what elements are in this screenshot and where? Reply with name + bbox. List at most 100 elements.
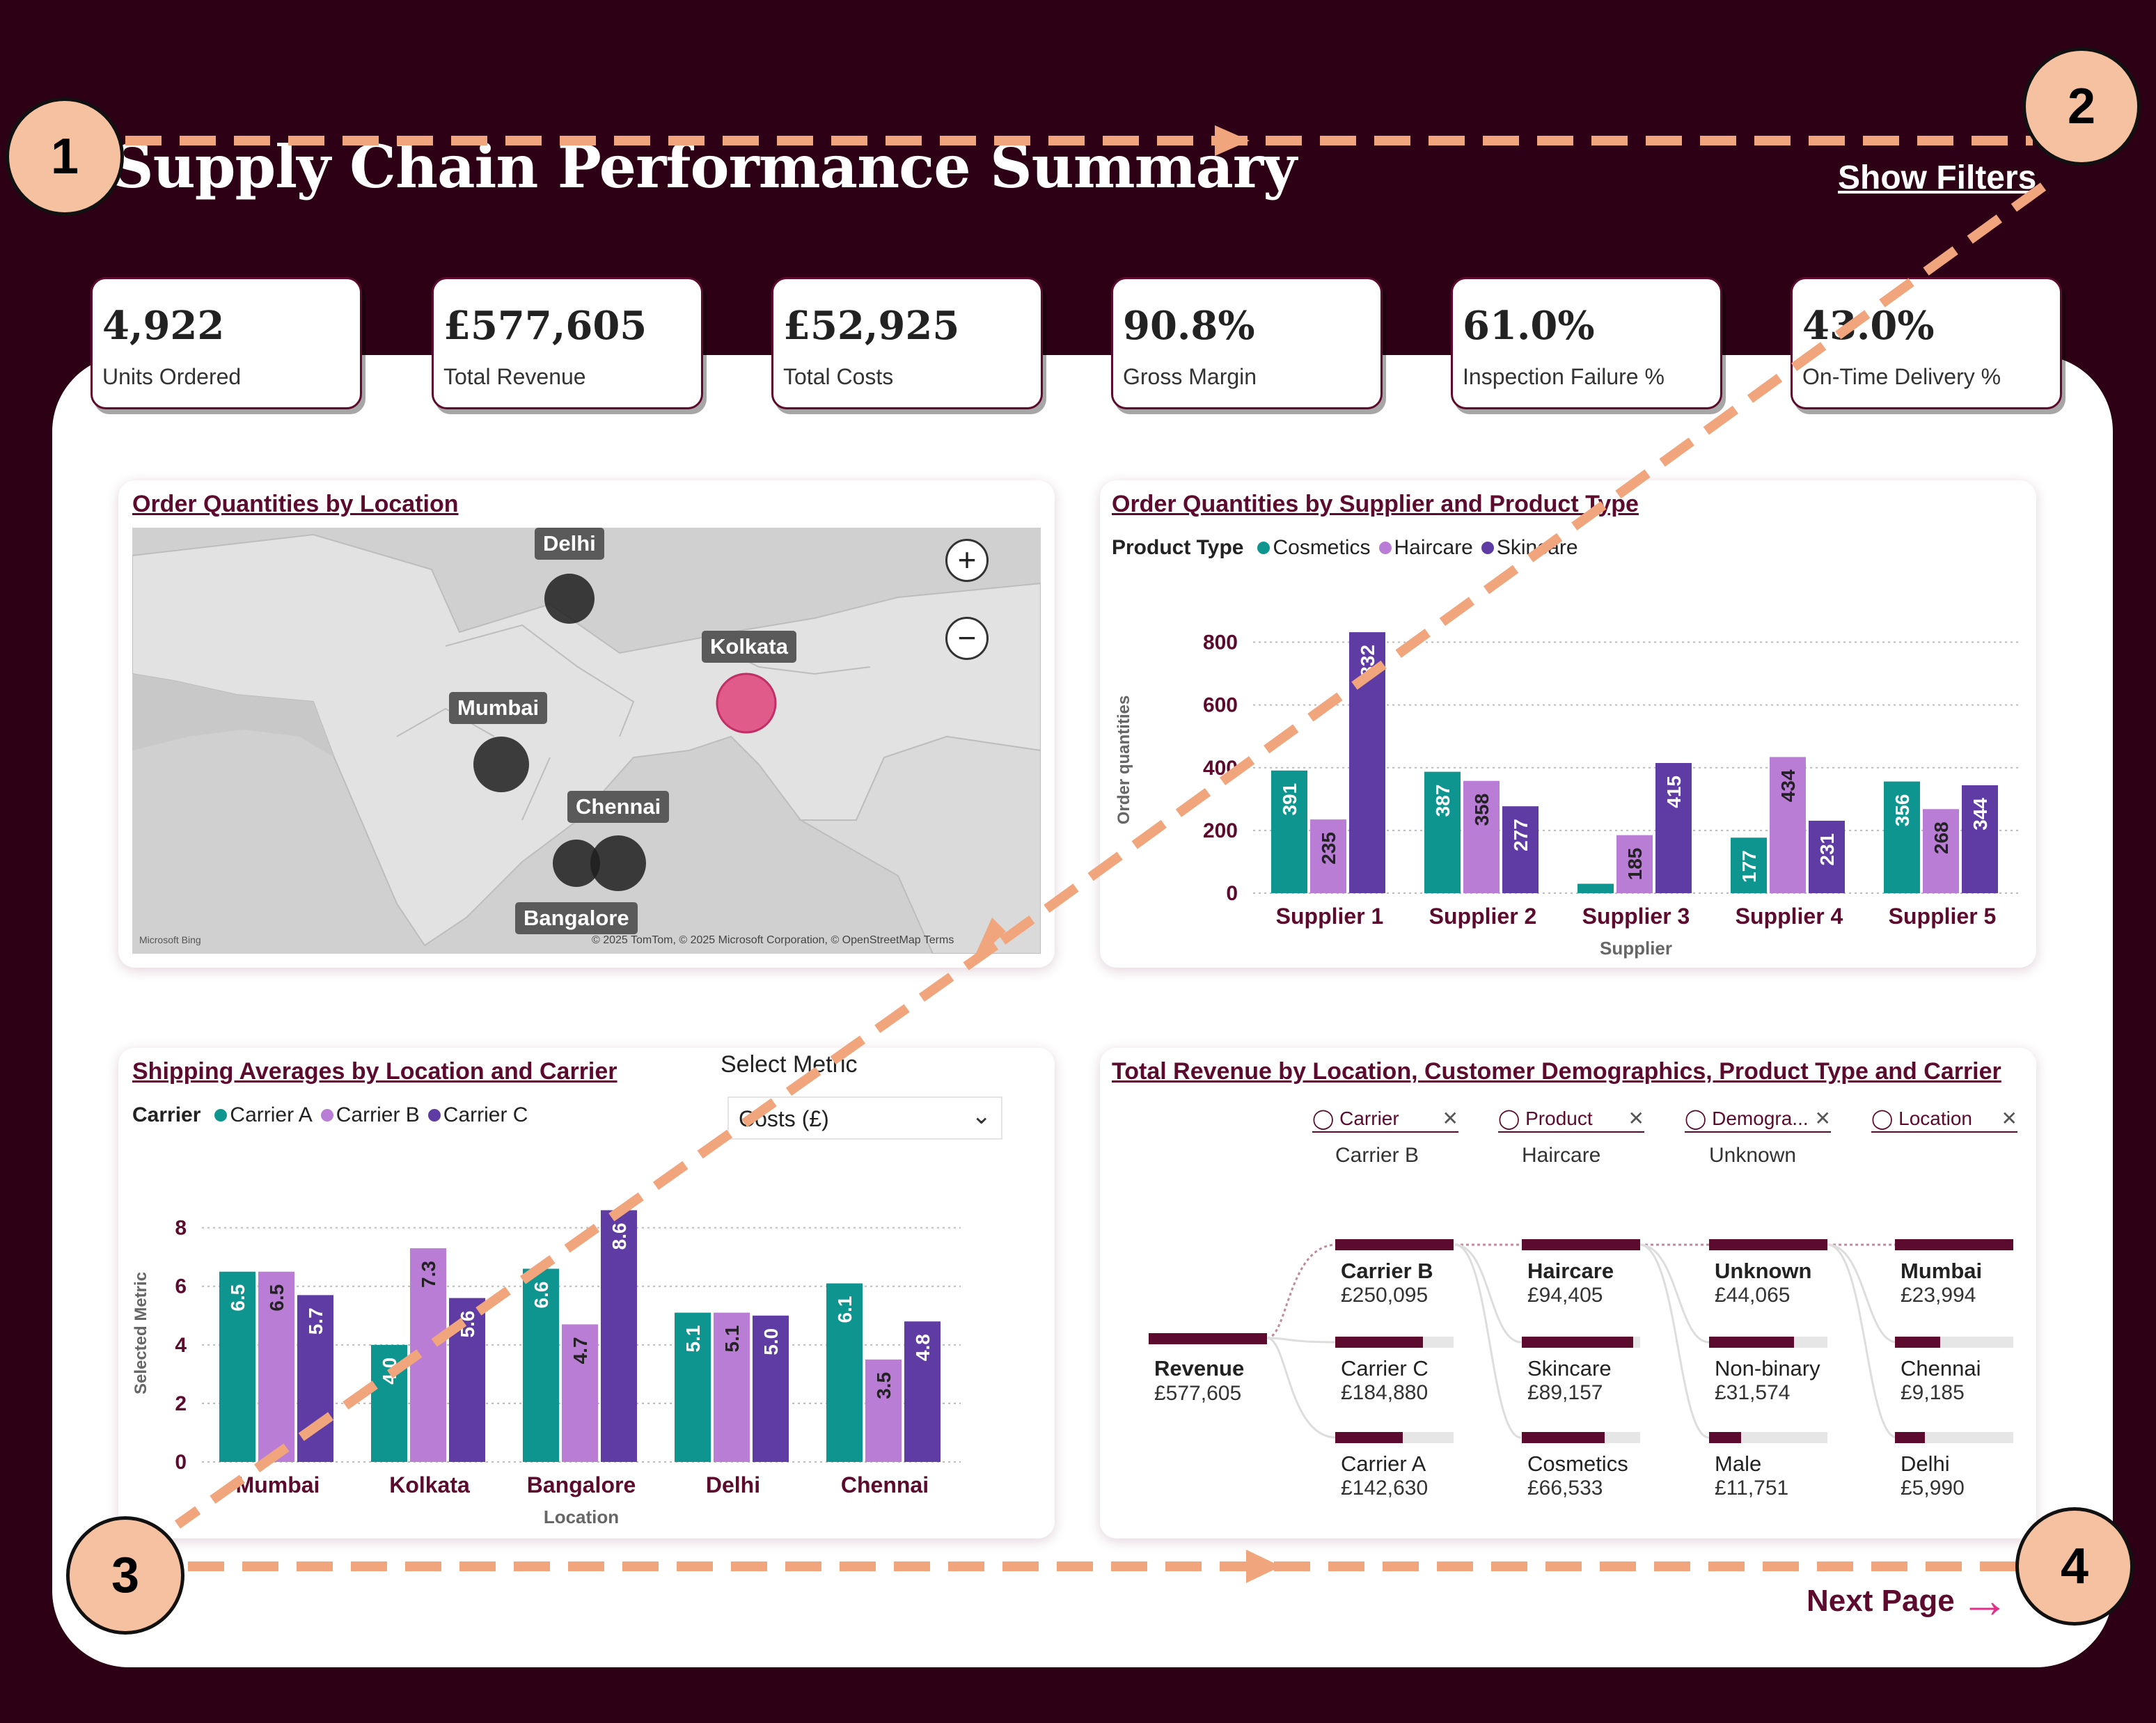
- bar-data-label: 5.7: [305, 1307, 326, 1335]
- bar-skincare: [1809, 820, 1845, 893]
- legend-item-haircare[interactable]: Haircare: [1378, 536, 1473, 560]
- x-tick-label: Mumbai: [236, 1472, 320, 1497]
- india-map[interactable]: Delhi Kolkata Mumbai Chennai Bangalore +…: [132, 528, 1041, 954]
- x-tick-label: Supplier 2: [1429, 904, 1537, 929]
- bar-cosmetics: [1424, 771, 1461, 893]
- x-tick-label: Delhi: [706, 1472, 760, 1497]
- node-value: £44,065: [1715, 1284, 1791, 1307]
- bar-carrier-c: [601, 1210, 637, 1462]
- node-bar-fill: [1522, 1337, 1633, 1348]
- decomp-tree-title[interactable]: Total Revenue by Location, Customer Demo…: [1112, 1058, 2001, 1085]
- node-bar: [1335, 1337, 1454, 1348]
- filter-chip-demographics[interactable]: ◯ Demogra... ✕: [1685, 1107, 1831, 1133]
- y-tick-label: 0: [1226, 882, 1238, 905]
- y-axis-label: Selected Metric: [132, 1272, 150, 1394]
- legend-label: Carrier B: [336, 1103, 420, 1126]
- shipping-legend: Carrier Carrier A Carrier B Carrier C: [132, 1103, 528, 1127]
- node-value: £94,405: [1527, 1284, 1603, 1307]
- bar-haircare: [1463, 780, 1500, 893]
- bar-data-label: 387: [1432, 785, 1454, 817]
- zoom-in-button[interactable]: +: [945, 539, 989, 582]
- node-value: £66,533: [1527, 1477, 1603, 1500]
- bing-logo: Microsoft Bing: [139, 934, 201, 945]
- bar-data-label: 268: [1930, 821, 1952, 854]
- zoom-out-button[interactable]: −: [945, 617, 989, 660]
- lightbulb-icon: ◯: [1312, 1108, 1340, 1129]
- kpi-value: £52,925: [783, 303, 960, 349]
- bar-data-label: 4.7: [569, 1337, 591, 1364]
- close-icon[interactable]: ✕: [2001, 1108, 2017, 1129]
- legend-swatch: [214, 1109, 228, 1122]
- kpi-value: 4,922: [102, 303, 225, 349]
- close-icon[interactable]: ✕: [1814, 1108, 1831, 1129]
- filter-chip-product[interactable]: ◯ Product ✕: [1498, 1107, 1644, 1133]
- bar-skincare: [1655, 763, 1692, 893]
- map-title[interactable]: Order Quantities by Location: [132, 491, 459, 517]
- bar-cosmetics: [1577, 883, 1614, 893]
- y-tick-label: 800: [1203, 631, 1238, 654]
- bar-data-label: 6.6: [530, 1282, 552, 1309]
- kpi-label: Inspection Failure %: [1463, 364, 1665, 389]
- map-attribution[interactable]: © 2025 TomTom, © 2025 Microsoft Corporat…: [592, 934, 954, 946]
- node-name: Haircare: [1527, 1259, 1614, 1283]
- legend-title: Product Type: [1112, 536, 1244, 559]
- step-marker-3: 3: [66, 1516, 184, 1635]
- node-bar-fill: [1895, 1239, 2013, 1250]
- bar-data-label: 6.5: [227, 1284, 249, 1312]
- legend-item-cosmetics[interactable]: Cosmetics: [1257, 536, 1371, 560]
- kpi-value: 90.8%: [1123, 303, 1255, 349]
- node-value: £9,185: [1901, 1381, 1965, 1404]
- kpi-label: Total Revenue: [443, 364, 586, 389]
- y-axis-label: Order quantities: [1115, 695, 1133, 824]
- node-value: £23,994: [1901, 1284, 1976, 1307]
- kpi-label: Total Costs: [783, 364, 894, 389]
- map-label-bangalore: Bangalore: [515, 902, 638, 934]
- node-bar: [1335, 1239, 1454, 1250]
- bar-data-label: 415: [1663, 776, 1685, 808]
- supplier-chart-title[interactable]: Order Quantities by Supplier and Product…: [1112, 491, 1639, 517]
- node-value: £89,157: [1527, 1381, 1603, 1404]
- y-tick-label: 2: [175, 1392, 187, 1415]
- bar-haircare: [1616, 835, 1653, 893]
- step-marker-4: 4: [2015, 1507, 2134, 1626]
- bar-carrier-a: [219, 1271, 255, 1462]
- chevron-down-icon: ⌄: [971, 1103, 992, 1129]
- kpi-value: 43.0%: [1802, 303, 1935, 349]
- node-bar: [1895, 1337, 2013, 1348]
- filter-chip-carrier[interactable]: ◯ Carrier ✕: [1312, 1107, 1458, 1133]
- legend-title: Carrier: [132, 1103, 201, 1126]
- shipping-chart-title[interactable]: Shipping Averages by Location and Carrie…: [132, 1058, 617, 1085]
- legend-label: Haircare: [1394, 536, 1473, 559]
- node-bar-fill: [1895, 1432, 1925, 1443]
- node-value: £184,880: [1341, 1381, 1429, 1404]
- legend-item-carrier-c[interactable]: Carrier C: [427, 1103, 528, 1127]
- supplier-chart-card: [1100, 480, 2036, 968]
- close-icon[interactable]: ✕: [1442, 1108, 1458, 1129]
- kpi-label: On-Time Delivery %: [1802, 364, 2001, 389]
- node-bar: [1895, 1432, 2013, 1443]
- filter-chip-location[interactable]: ◯ Location ✕: [1871, 1107, 2017, 1133]
- arrow-right-icon[interactable]: →: [1960, 1573, 2010, 1628]
- node-name: Carrier A: [1341, 1451, 1426, 1476]
- close-icon[interactable]: ✕: [1628, 1108, 1644, 1129]
- legend-item-carrier-a[interactable]: Carrier A: [214, 1103, 313, 1127]
- bar-cosmetics: [1731, 837, 1767, 893]
- next-page-button[interactable]: Next Page: [1807, 1584, 1955, 1618]
- x-tick-label: Supplier 1: [1276, 904, 1384, 929]
- x-tick-label: Chennai: [841, 1472, 929, 1497]
- node-bar: [1522, 1337, 1640, 1348]
- node-bar: [1709, 1239, 1827, 1250]
- bar-cosmetics: [1271, 770, 1307, 893]
- legend-item-carrier-b[interactable]: Carrier B: [320, 1103, 420, 1127]
- filter-value-carrier: Carrier B: [1335, 1144, 1419, 1167]
- chip-label: Product: [1525, 1108, 1593, 1129]
- x-tick-label: Kolkata: [389, 1472, 470, 1497]
- bar-carrier-a: [675, 1312, 711, 1462]
- node-name: Non-binary: [1715, 1356, 1820, 1380]
- show-filters-link[interactable]: Show Filters: [1838, 159, 2037, 196]
- node-bar-fill: [1335, 1432, 1403, 1443]
- node-bar: [1335, 1432, 1454, 1443]
- legend-label: Carrier C: [443, 1103, 528, 1126]
- node-name: Skincare: [1527, 1356, 1612, 1380]
